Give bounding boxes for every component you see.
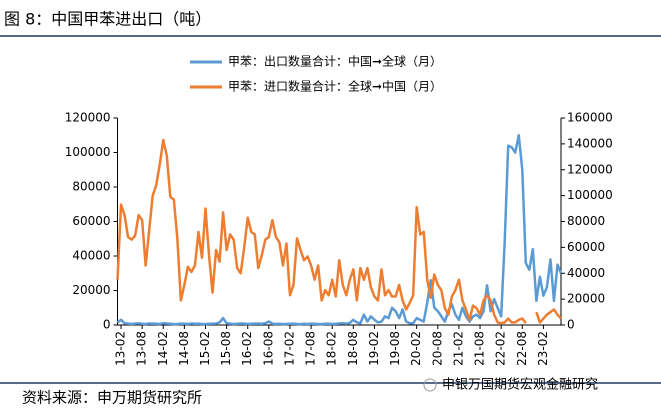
y2-tick-label: 20000 [567,292,605,306]
y-tick-label: 100000 [65,145,111,159]
watermark: 申银万国期货宏观金融研究 [442,377,598,393]
x-tick-label: 22-08 [515,331,529,366]
x-tick-label: 13-08 [135,331,149,366]
y2-tick-label: 40000 [567,266,605,280]
y-tick-label: 40000 [72,249,110,263]
y2-tick-label: 80000 [567,214,605,228]
series-line [116,138,562,325]
y-tick-label: 0 [103,318,111,332]
x-tick-label: 15-08 [219,331,233,366]
x-tick-label: 21-02 [451,331,465,366]
y-tick-label: 80000 [72,180,110,194]
x-tick-label: 19-08 [388,331,402,366]
x-tick-label: 18-08 [346,331,360,366]
x-tick-label: 13-02 [114,331,128,366]
y2-tick-label: 120000 [567,162,613,176]
chart-title: 图 8：中国甲苯进出口（吨） [4,10,211,29]
x-tick-label: 16-02 [240,331,254,366]
x-tick-label: 21-08 [473,331,487,366]
x-tick-label: 14-02 [156,331,170,366]
x-tick-label: 19-02 [367,331,381,366]
x-tick-label: 18-02 [325,331,339,366]
source: 资料来源：申万期货研究所 [22,389,202,407]
legend-label: 甲苯：进口数量合计：全球➞中国（月） [228,79,442,94]
y2-tick-label: 0 [567,318,575,332]
y-tick-label: 20000 [72,283,110,297]
y2-tick-label: 160000 [567,111,613,125]
y-tick-label: 60000 [72,214,110,228]
watermark-icon [423,378,437,392]
y-tick-label: 120000 [65,111,111,125]
y2-tick-label: 100000 [567,188,613,202]
x-tick-label: 16-08 [261,331,275,366]
x-tick-label: 15-02 [198,331,212,366]
y2-tick-label: 60000 [567,240,605,254]
x-tick-label: 17-08 [304,331,318,366]
x-tick-label: 20-02 [409,331,423,366]
x-tick-label: 14-08 [177,331,191,366]
series-line [116,134,563,326]
x-tick-label: 22-02 [494,331,508,366]
x-tick-label: 17-02 [282,331,296,366]
x-tick-label: 20-08 [430,331,444,366]
x-tick-label: 23-02 [536,331,550,366]
legend-label: 甲苯：出口数量合计：中国➞全球（月） [228,54,442,69]
y2-tick-label: 140000 [567,136,613,150]
